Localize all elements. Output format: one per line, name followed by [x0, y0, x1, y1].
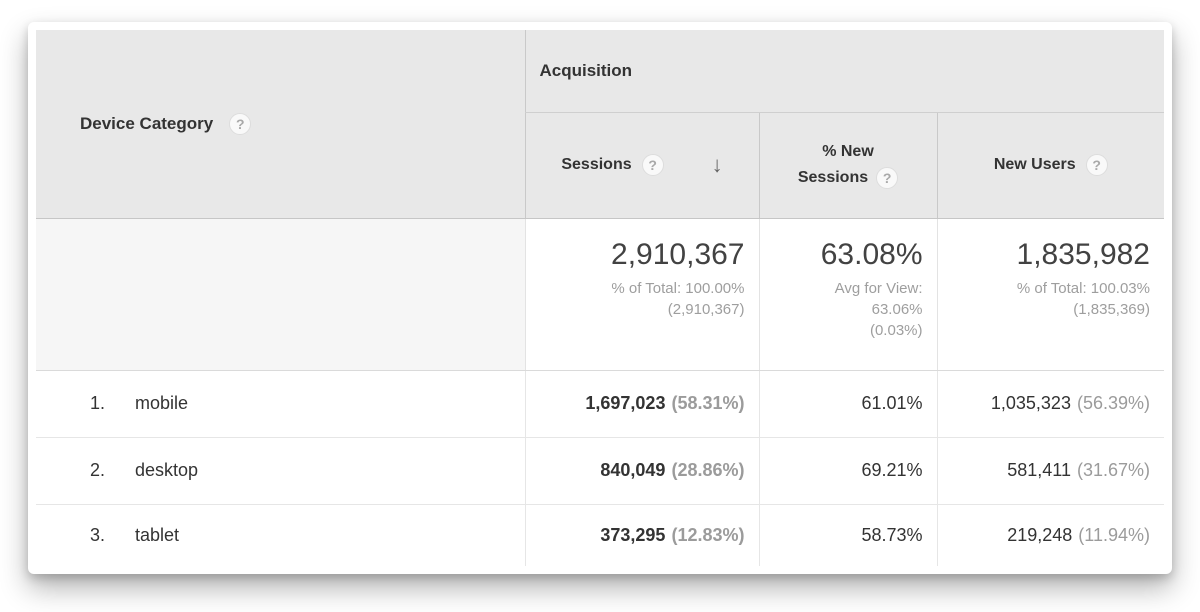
new-users-header-label: New Users	[993, 156, 1076, 173]
sessions-share: (28.86%)	[671, 460, 745, 480]
help-icon[interactable]: ?	[641, 154, 664, 176]
pct-new-sessions-value: 61.01%	[861, 393, 923, 413]
analytics-table: Device Category ? Acquisition Sessions ?…	[36, 30, 1164, 566]
pct-new-sessions-avg-delta: (0.03%)	[869, 321, 923, 339]
device-label: mobile	[135, 393, 189, 413]
device-category-label: Device Category	[80, 113, 214, 133]
group-header-acquisition: Acquisition	[524, 30, 1164, 113]
sessions-share: (12.83%)	[671, 524, 745, 545]
metric-header-row: Sessions ? ↓ % New Sessions ? New Users	[36, 112, 1164, 219]
pct-new-sessions-cell: 69.21%	[758, 437, 937, 505]
new-users-cell: 219,248 (11.94%)	[936, 504, 1164, 566]
sessions-value: 373,295	[600, 524, 666, 545]
header-row-group: Device Category ? Acquisition	[36, 30, 1164, 219]
device-cell: 3. tablet	[36, 504, 525, 566]
pct-new-sessions-cell: 61.01%	[758, 370, 937, 438]
col-header-sessions[interactable]: Sessions ? ↓	[524, 112, 759, 219]
new-users-share: (11.94%)	[1078, 524, 1150, 545]
sessions-header-label: Sessions	[561, 156, 632, 173]
help-icon[interactable]: ?	[876, 167, 899, 189]
new-users-total-pct: % of Total: 100.03%	[1016, 279, 1150, 297]
help-icon[interactable]: ?	[1085, 154, 1108, 176]
device-label: desktop	[135, 460, 199, 480]
help-icon[interactable]: ?	[229, 112, 252, 135]
table-row: 2. desktop 840,049 (28.86%) 69.21% 581,411…	[36, 437, 1164, 505]
pct-new-sessions-value: 58.73%	[861, 524, 923, 545]
totals-new-users-cell: 1,835,982 % of Total: 100.03% (1,835,369…	[936, 218, 1164, 371]
new-users-share: (31.67%)	[1076, 460, 1150, 480]
sessions-total-pct: % of Total: 100.00%	[611, 279, 745, 297]
pct-new-sessions-total-value: 63.08%	[820, 237, 923, 271]
new-users-share: (56.39%)	[1076, 393, 1150, 413]
device-label: tablet	[135, 524, 180, 545]
pct-new-sessions-value: 69.21%	[861, 460, 923, 480]
sessions-total-raw: (2,910,367)	[667, 300, 745, 318]
table-row: 3. tablet 373,295 (12.83%) 58.73% 219,248(…	[36, 504, 1164, 566]
device-cell: 1. mobile	[36, 370, 525, 438]
pct-new-sessions-cell: 58.73%	[758, 504, 937, 566]
sessions-cell: 840,049 (28.86%)	[524, 437, 759, 505]
acquisition-label: Acquisition	[539, 60, 633, 80]
sessions-value: 840,049	[600, 460, 666, 480]
analytics-report-card: Device Category ? Acquisition Sessions ?…	[28, 22, 1172, 574]
row-rank: 3.	[90, 524, 106, 545]
sessions-value: 1,697,023	[585, 393, 666, 413]
totals-dimension-cell	[36, 218, 526, 371]
new-users-value: 1,035,323	[990, 393, 1071, 413]
sessions-cell: 1,697,023 (58.31%)	[524, 370, 759, 438]
new-users-cell: 581,411 (31.67%)	[936, 437, 1164, 505]
row-rank: 2.	[90, 460, 106, 480]
col-header-pct-new-sessions[interactable]: % New Sessions ?	[758, 112, 937, 219]
totals-row: 2,910,367 % of Total: 100.00% (2,910,367…	[36, 218, 1164, 371]
table-row: 1. mobile 1,697,023 (58.31%) 61.01% 1,035,…	[36, 370, 1164, 438]
pct-new-sessions-avg-value: 63.06%	[871, 300, 923, 318]
new-users-value: 219,248	[1007, 524, 1073, 545]
device-cell: 2. desktop	[36, 437, 525, 505]
col-header-new-users[interactable]: New Users ?	[936, 112, 1164, 219]
pct-new-sessions-label-line1: % New	[822, 143, 874, 160]
col-header-device-category: Device Category ?	[36, 30, 525, 219]
sessions-total-value: 2,910,367	[611, 237, 745, 271]
row-rank: 1.	[90, 393, 106, 413]
totals-pct-new-sessions-cell: 63.08% Avg for View: 63.06% (0.03%)	[758, 218, 937, 371]
sessions-cell: 373,295 (12.83%)	[524, 504, 759, 566]
pct-new-sessions-label-line2: Sessions	[797, 169, 869, 186]
new-users-total-value: 1,835,982	[1016, 237, 1150, 271]
sessions-share: (58.31%)	[671, 393, 745, 413]
pct-new-sessions-avg-label: Avg for View:	[834, 279, 923, 297]
new-users-cell: 1,035,323 (56.39%)	[936, 370, 1164, 438]
new-users-value: 581,411	[1007, 460, 1071, 480]
sort-desc-arrow-icon: ↓	[711, 152, 723, 177]
new-users-total-raw: (1,835,369)	[1073, 300, 1150, 318]
totals-sessions-cell: 2,910,367 % of Total: 100.00% (2,910,367…	[524, 218, 759, 371]
